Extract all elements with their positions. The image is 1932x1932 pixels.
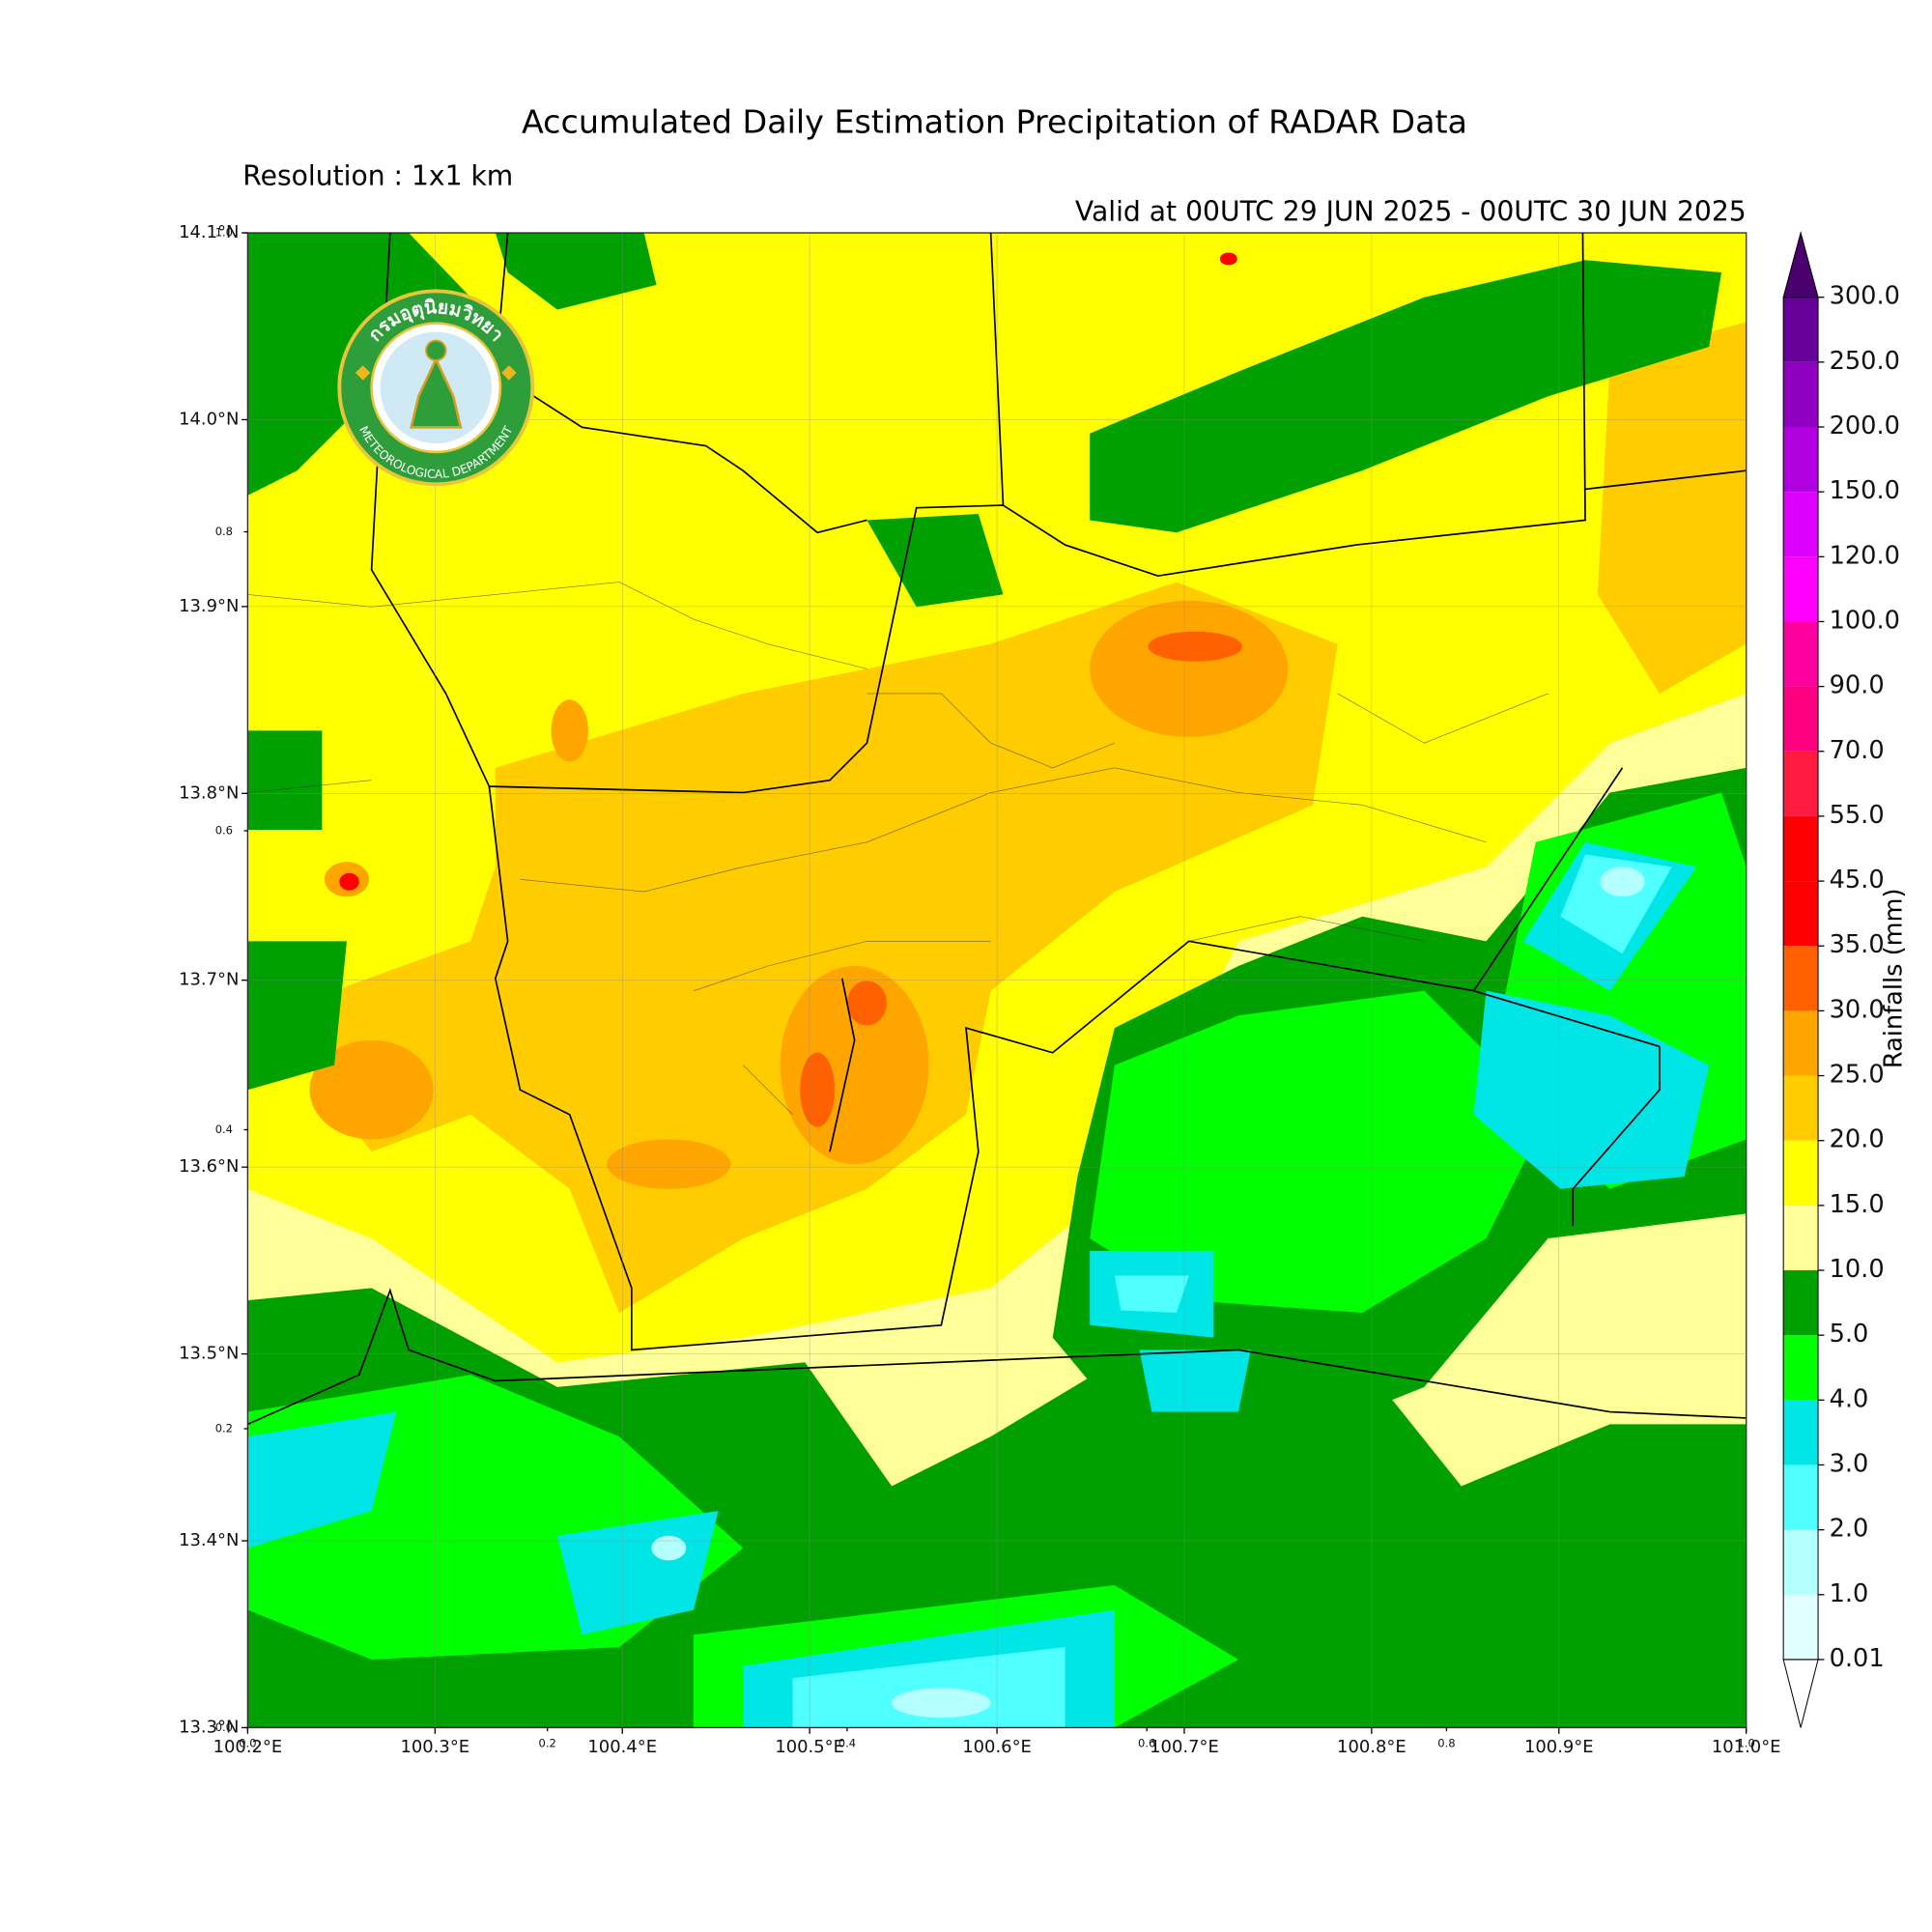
y2-tick-label: 0.2 xyxy=(215,1421,233,1435)
logo-head xyxy=(425,339,447,362)
colorbar-bin xyxy=(1783,427,1819,493)
colorbar-tick-label: 250.0 xyxy=(1830,347,1900,376)
colorbar-tick-label: 300.0 xyxy=(1830,282,1900,311)
colorbar-tick-label: 30.0 xyxy=(1830,995,1885,1024)
colorbar: 0.01 1.0 2.0 3.0 4.0 5.0 10.0 15.0 20.0 25.0 30.0 3… xyxy=(1782,231,1900,1728)
y-tick-label: 13.8°N xyxy=(179,782,239,803)
colorbar-bin xyxy=(1783,881,1819,947)
colorbar-tick-label: 150.0 xyxy=(1830,476,1900,505)
colorbar-tick-label: 35.0 xyxy=(1830,930,1885,959)
y2-tick-label: 0.0 xyxy=(215,1720,233,1734)
x2-tick-label: 1.0 xyxy=(1738,1737,1755,1750)
colorbar-extend-max xyxy=(1782,231,1819,298)
x-tick-label: 100.5°E xyxy=(775,1737,844,1757)
colorbar-tick-label: 55.0 xyxy=(1830,801,1885,830)
colorbar-bin xyxy=(1783,815,1819,882)
y2-tick-label: 1.0 xyxy=(215,226,233,240)
colorbar-tick-label: 100.0 xyxy=(1830,606,1900,635)
colorbar-tick-label: 120.0 xyxy=(1830,541,1900,570)
colorbar-bin xyxy=(1783,1464,1819,1530)
colorbar-bin xyxy=(1783,1270,1819,1336)
colorbar-bin xyxy=(1783,1010,1819,1076)
colorbar-bin xyxy=(1783,1140,1819,1206)
colorbar-tick-label: 45.0 xyxy=(1830,866,1885,895)
x-tick-label: 100.8°E xyxy=(1337,1737,1406,1757)
colorbar-tick-label: 70.0 xyxy=(1830,736,1885,765)
x2-tick-label: 0.8 xyxy=(1437,1737,1455,1750)
colorbar-bin xyxy=(1783,1335,1819,1401)
valid-time: Valid at 00UTC 29 JUN 2025 - 00UTC 30 JU… xyxy=(1075,196,1747,228)
y-tick-label: 13.5°N xyxy=(179,1344,239,1364)
colorbar-tick-label: 200.0 xyxy=(1830,412,1900,440)
y-tick-label: 13.3°N xyxy=(179,1717,239,1737)
x-tick-label: 101.0°E xyxy=(1712,1737,1781,1757)
x-tick-label: 100.2°E xyxy=(213,1737,283,1757)
colorbar-tick-label: 4.0 xyxy=(1830,1384,1869,1413)
logo-figure xyxy=(410,355,463,429)
colorbar-tick-label: 10.0 xyxy=(1830,1255,1885,1284)
colorbar-bin xyxy=(1783,686,1819,752)
colorbar-tick-label: 3.0 xyxy=(1830,1449,1869,1478)
y-tick-label: 13.4°N xyxy=(179,1530,239,1550)
y2-tick-label: 0.4 xyxy=(215,1122,233,1136)
x2-tick-label: 0.2 xyxy=(539,1737,556,1750)
y-tick-label: 13.6°N xyxy=(179,1156,239,1177)
colorbar-bin xyxy=(1783,1075,1819,1141)
colorbar-bin xyxy=(1783,556,1819,622)
colorbar-bin xyxy=(1783,751,1819,816)
colorbar-tick-label: 2.0 xyxy=(1830,1515,1869,1544)
colorbar-bin xyxy=(1783,361,1819,428)
colorbar-frame xyxy=(1782,297,1819,1661)
colorbar-extend-min xyxy=(1782,1659,1819,1728)
x-tick-label: 100.3°E xyxy=(400,1737,469,1757)
subtitle: Resolution : 1x1 km xyxy=(242,159,513,191)
title: Accumulated Daily Estimation Precipitati… xyxy=(522,103,1467,141)
colorbar-tick-label: 15.0 xyxy=(1830,1190,1885,1219)
y2-tick-label: 0.6 xyxy=(215,823,233,837)
colorbar-tick-label: 1.0 xyxy=(1830,1579,1869,1608)
x2-tick-label: 0.4 xyxy=(838,1737,856,1750)
colorbar-label: Rainfalls (mm) xyxy=(1880,888,1909,1068)
colorbar-bin xyxy=(1783,1205,1819,1271)
x-tick-label: 100.9°E xyxy=(1524,1737,1594,1757)
colorbar-tick-label: 0.01 xyxy=(1830,1644,1885,1673)
colorbar-bin xyxy=(1783,1529,1819,1595)
y-tick-label: 13.9°N xyxy=(179,596,239,616)
axes: 100.2°E 100.3°E 100.4°E 100.5°E 100.6°E 100.7… xyxy=(179,222,1780,1757)
colorbar-tick-label: 5.0 xyxy=(1830,1320,1869,1349)
colorbar-bin xyxy=(1783,621,1819,687)
x-tick-label: 100.7°E xyxy=(1150,1737,1219,1757)
colorbar-bin xyxy=(1783,1400,1819,1465)
x-tick-label: 100.4°E xyxy=(587,1737,657,1757)
colorbar-bin xyxy=(1783,1594,1819,1660)
colorbar-tick-label: 90.0 xyxy=(1830,671,1885,700)
colorbar-bin xyxy=(1783,492,1819,557)
x2-tick-label: 0.0 xyxy=(239,1737,256,1750)
x-tick-label: 100.6°E xyxy=(962,1737,1032,1757)
y-tick-label: 13.7°N xyxy=(179,970,239,990)
y2-tick-label: 0.8 xyxy=(215,525,233,538)
logo: กรมอุตุนิยมวิทยา METEOROLOGICAL DEPARTME… xyxy=(337,289,535,487)
y-tick-label: 14.0°N xyxy=(179,409,239,429)
colorbar-tick-label: 20.0 xyxy=(1830,1125,1885,1154)
colorbar-bin xyxy=(1783,946,1819,1011)
x2-tick-label: 0.6 xyxy=(1138,1737,1155,1750)
y-tick-label: 14.1°N xyxy=(179,222,239,242)
colorbar-tick-label: 25.0 xyxy=(1830,1061,1885,1090)
colorbar-bin xyxy=(1783,297,1819,362)
